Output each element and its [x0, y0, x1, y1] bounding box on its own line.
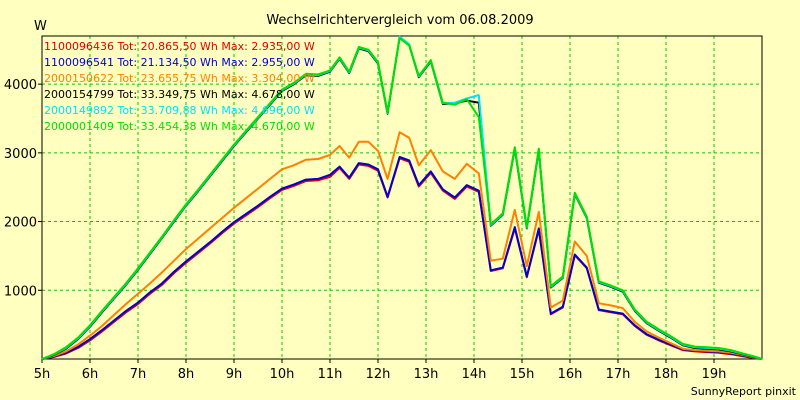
series-line-1100096541 — [41, 156, 763, 360]
x-tick-label: 9h — [226, 367, 243, 382]
x-tick-label: 11h — [318, 367, 343, 382]
y-tick-label: 4000 — [4, 78, 37, 93]
footer-credit: SunnyReport pinxit — [691, 385, 797, 398]
series-group — [41, 35, 763, 360]
series-line-2000154799 — [41, 36, 763, 360]
legend-entry-1100096541: 1100096541 Tot: 21.134,50 Wh Max: 2.955,… — [44, 56, 315, 69]
y-tick-label: 1000 — [4, 284, 37, 299]
x-tick-label: 13h — [414, 367, 439, 382]
grid — [41, 36, 762, 359]
legend-entry-2000154799: 2000154799 Tot: 33.349,75 Wh Max: 4.678,… — [44, 88, 315, 101]
y-axis-label: W — [34, 19, 47, 34]
legend-entry-2000150622: 2000150622 Tot: 23.655,75 Wh Max: 3.304,… — [44, 72, 315, 85]
x-tick-label: 17h — [606, 367, 631, 382]
x-tick-label: 14h — [462, 367, 487, 382]
chart-title: Wechselrichtervergleich vom 06.08.2009 — [266, 13, 533, 28]
y-tick-label: 2000 — [4, 216, 37, 231]
legend: 1100096436 Tot: 20.865,50 Wh Max: 2.935,… — [44, 40, 315, 133]
axes: 5h 6h 7h 8h 9h 10h 11h 12h 13h 14h 15h 16h 17h 18h 19h… — [4, 78, 726, 382]
series-line-2000149892 — [41, 35, 763, 360]
legend-entry-1100096436: 1100096436 Tot: 20.865,50 Wh Max: 2.935,… — [44, 40, 315, 53]
x-tick-label: 10h — [270, 367, 295, 382]
x-tick-label: 18h — [654, 367, 679, 382]
series-line-2000150622 — [41, 131, 763, 360]
series-line-2000001409 — [41, 37, 763, 360]
x-tick-label: 19h — [702, 367, 727, 382]
x-tick-label: 16h — [558, 367, 583, 382]
legend-entry-2000149892: 2000149892 Tot: 33.709,88 Wh Max: 4.696,… — [44, 104, 315, 117]
x-tick-label: 8h — [178, 367, 195, 382]
x-tick-label: 6h — [82, 367, 99, 382]
x-tick-label: 15h — [510, 367, 535, 382]
plot-area — [41, 35, 763, 360]
legend-entry-2000001409: 2000001409 Tot: 33.454,38 Wh Max: 4.670,… — [44, 120, 315, 133]
x-tick-label: 7h — [130, 367, 147, 382]
y-tick-label: 3000 — [4, 147, 37, 162]
x-tick-label: 5h — [34, 367, 51, 382]
x-tick-label: 12h — [366, 367, 391, 382]
